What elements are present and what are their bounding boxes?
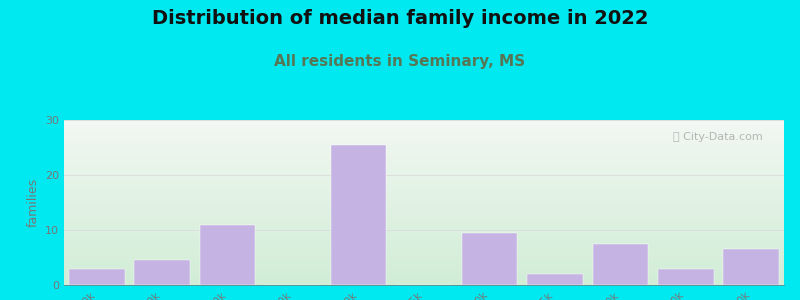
Bar bbox=[200, 224, 255, 285]
Text: All residents in Seminary, MS: All residents in Seminary, MS bbox=[274, 54, 526, 69]
Bar bbox=[527, 274, 582, 285]
Bar bbox=[134, 260, 190, 285]
Bar bbox=[723, 249, 779, 285]
Bar bbox=[69, 268, 125, 285]
Text: Distribution of median family income in 2022: Distribution of median family income in … bbox=[152, 9, 648, 28]
Bar bbox=[462, 233, 518, 285]
Text: ⓘ City-Data.com: ⓘ City-Data.com bbox=[673, 131, 762, 142]
Bar bbox=[658, 268, 714, 285]
Y-axis label: families: families bbox=[26, 178, 39, 227]
Bar bbox=[330, 145, 386, 285]
Bar bbox=[593, 244, 648, 285]
